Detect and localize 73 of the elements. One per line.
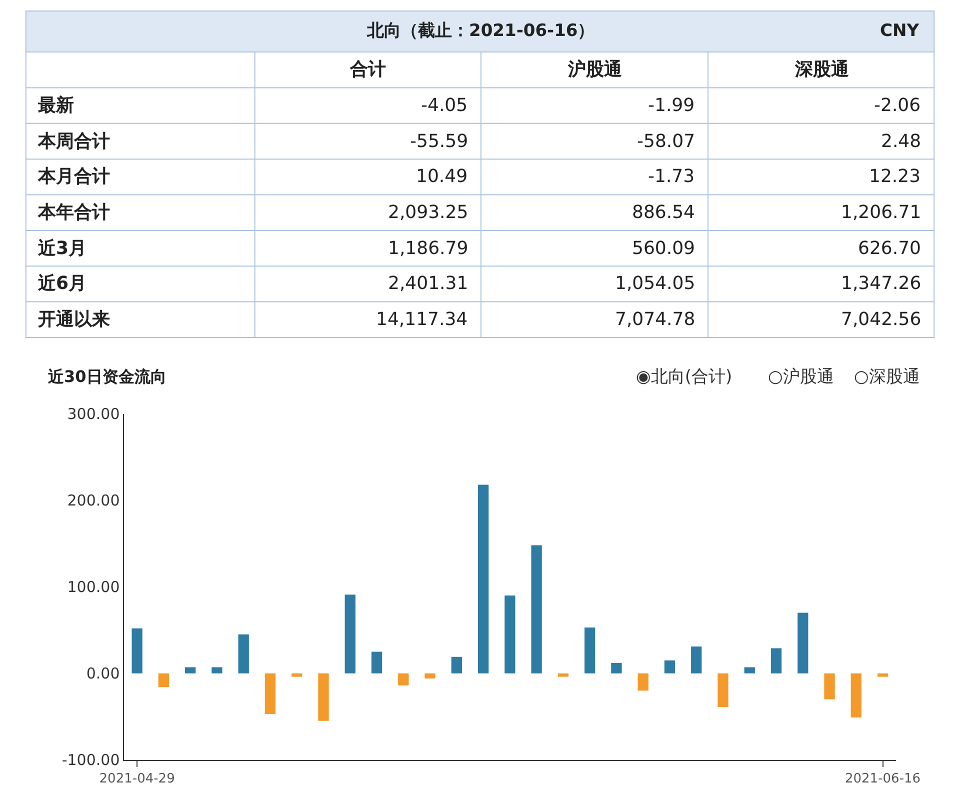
text: 12.23 xyxy=(869,166,921,187)
y-tick-label: 200.00 xyxy=(67,492,120,510)
text: 7,074.78 xyxy=(615,309,696,330)
x-tick-label: 2021-06-16 xyxy=(845,771,921,786)
text: 7,042.56 xyxy=(841,309,922,330)
text: ◉北向(合计) xyxy=(636,367,732,387)
category-label: 最新 xyxy=(38,95,74,116)
bar xyxy=(264,673,276,714)
category-label: 近3月 xyxy=(38,238,87,259)
text: 2.48 xyxy=(881,131,922,152)
bar xyxy=(292,673,302,677)
category-label: 合计 xyxy=(349,59,386,80)
bar xyxy=(664,660,676,674)
text: 2,401.31 xyxy=(388,273,468,294)
text: 北向（截止：2021-06-16） xyxy=(366,21,595,41)
bar xyxy=(344,594,356,674)
category-label: 近6月 xyxy=(38,273,87,294)
bar xyxy=(824,673,835,700)
text: 1,186.79 xyxy=(388,238,468,259)
text: -55.59 xyxy=(410,131,468,152)
bar xyxy=(398,673,409,686)
text: -58.07 xyxy=(637,131,696,152)
bar xyxy=(132,628,142,674)
bar xyxy=(611,662,622,674)
category-label: 本年合计 xyxy=(38,202,110,223)
text: 626.70 xyxy=(858,238,921,259)
bar xyxy=(558,673,569,677)
bar xyxy=(584,627,596,674)
text: -2.06 xyxy=(874,95,921,116)
bar xyxy=(478,484,489,674)
category-label: 沪股通 xyxy=(567,59,622,80)
text: ○沪股通 xyxy=(768,367,834,387)
y-tick-label: -100.00 xyxy=(62,751,120,770)
bar xyxy=(158,673,170,688)
y-tick-label: 0.00 xyxy=(86,664,120,683)
bar xyxy=(531,545,542,674)
bar xyxy=(798,612,808,674)
text: 2,093.25 xyxy=(388,202,468,223)
bar xyxy=(504,595,516,674)
bar xyxy=(185,667,196,674)
text: 14,117.34 xyxy=(376,309,468,330)
text: -1.99 xyxy=(648,95,695,116)
bar xyxy=(238,634,249,674)
text: 560.09 xyxy=(632,238,695,259)
bar xyxy=(770,648,782,674)
bar xyxy=(451,656,462,674)
chart-title: 近30日资金流向 xyxy=(47,367,166,386)
bar xyxy=(638,673,648,691)
bar xyxy=(744,667,755,674)
category-label: 本周合计 xyxy=(38,131,110,152)
bar xyxy=(877,673,888,677)
text: 886.54 xyxy=(632,202,695,223)
y-tick-label: 100.00 xyxy=(67,578,120,596)
text: 10.49 xyxy=(416,166,468,187)
bar xyxy=(424,673,436,679)
text: 1,054.05 xyxy=(615,273,696,294)
text: CNY xyxy=(880,21,920,41)
bar xyxy=(691,646,702,674)
bar xyxy=(850,673,862,718)
category-label: 开通以来 xyxy=(38,309,110,330)
bar xyxy=(718,673,728,708)
category-label: 本月合计 xyxy=(38,166,110,187)
x-tick-label: 2021-04-29 xyxy=(99,771,175,786)
text: -1.73 xyxy=(648,166,695,187)
y-tick-label: 300.00 xyxy=(67,405,120,424)
bar xyxy=(212,667,222,674)
text: 1,206.71 xyxy=(841,202,922,223)
text: ○深股通 xyxy=(854,367,920,387)
bar xyxy=(318,673,329,721)
text: 1,347.26 xyxy=(841,273,922,294)
bar xyxy=(371,652,382,674)
text: -4.05 xyxy=(421,95,468,116)
category-label: 深股通 xyxy=(794,59,849,80)
